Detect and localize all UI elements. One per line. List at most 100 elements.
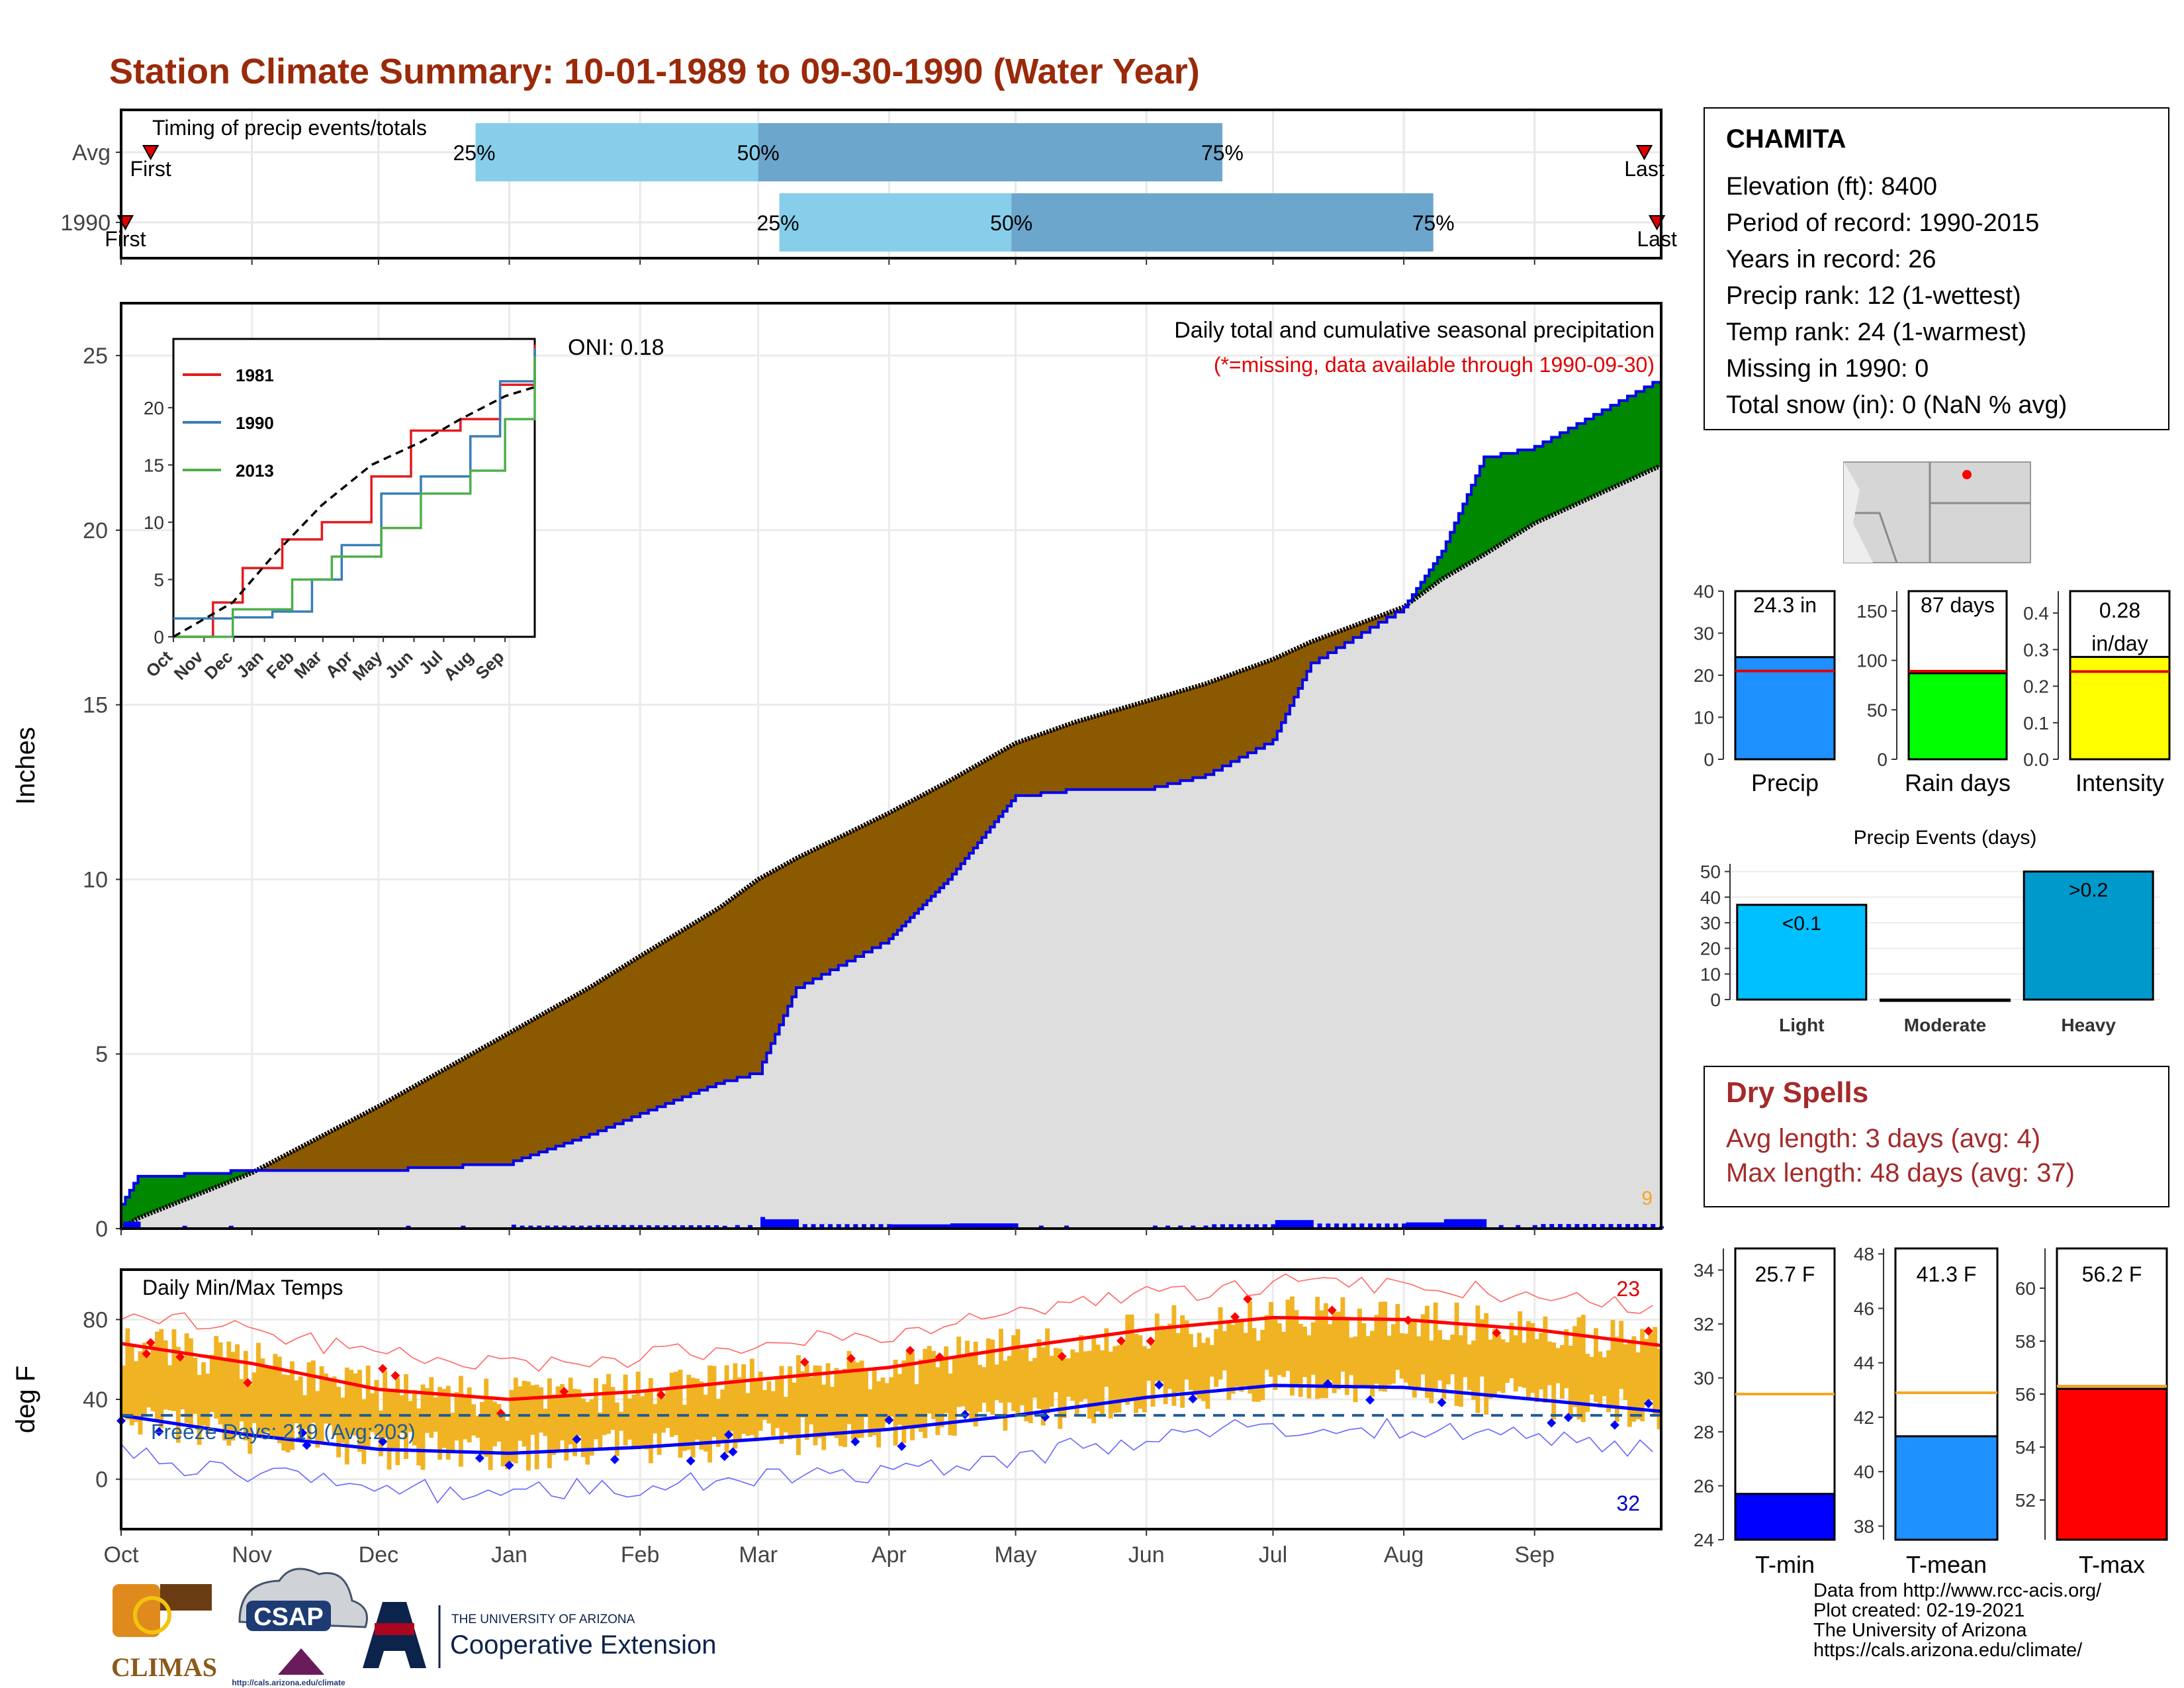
tsum-t-mean-ytick-label: 48 [1854,1244,1874,1264]
precip-daily-bar [1625,1224,1630,1229]
temp-daily-bar [960,1357,966,1407]
precip-daily-bar [976,1223,981,1229]
temp-daily-bar [264,1366,269,1432]
timing-pct-label: 75% [1412,211,1455,235]
precip-daily-bar [933,1224,938,1229]
precip-daily-bar [1292,1220,1297,1229]
temp-frame [120,1268,1662,1530]
timing-bar-50-75 [1011,193,1433,252]
temp-daily-bar [226,1341,232,1446]
temp-daily-bar [1475,1305,1480,1413]
temp-daily-bar [530,1385,535,1435]
temp-daily-bar [539,1387,544,1433]
temp-daily-bar [1374,1315,1379,1384]
timing-last-label: Last [1624,157,1664,181]
precip-daily-bar [773,1219,778,1229]
precip-daily-bar [587,1225,592,1229]
precip-daily-bar [1376,1223,1381,1229]
events-category-label: Moderate [1904,1015,1986,1035]
temp-daily-bar [800,1371,805,1418]
precip-daily-bar [1064,1225,1069,1229]
temp-daily-bar [1598,1351,1603,1408]
precip-daily-bar [705,1225,711,1229]
inset-frame [172,338,536,638]
precip-daily-bar [1583,1224,1588,1229]
tsum-t-max-ytick-label: 60 [2015,1278,2036,1299]
precip-daily-bar [1228,1224,1234,1229]
tsum-t-max-value-bar [2056,1387,2168,1541]
precip-daily-bar [1435,1222,1441,1229]
temp-daily-bar [138,1351,143,1435]
tsum-value-label: 25.7 F [1755,1262,1815,1286]
temp-daily-bar [880,1378,886,1430]
temp-daily-bar [749,1358,754,1435]
dry-spells-avg: Avg length: 3 days (avg: 4) [1726,1124,2041,1153]
precip-daily-bar [878,1224,884,1229]
temp-daily-bar [1450,1335,1455,1375]
precip-ytick-label: 0 [95,1217,108,1242]
temp-daily-bar [1260,1329,1265,1401]
temp-daily-bar [1525,1321,1531,1400]
temp-daily-bar [214,1336,219,1419]
temp-daily-bar [1113,1346,1118,1413]
temp-daily-bar [758,1371,763,1431]
temp-daily-bar [682,1405,687,1451]
temp-daily-bar [319,1366,324,1444]
temp-daily-bar [695,1378,700,1440]
summary-category-label: Intensity [2075,769,2164,796]
temp-daily-bar [475,1415,480,1438]
temp-daily-bar [1083,1351,1088,1399]
temp-daily-bar [269,1367,274,1437]
temp-daily-bar [445,1385,451,1460]
temp-daily-bar [1146,1348,1152,1381]
temp-daily-bar [864,1370,868,1417]
temp-daily-bar [1349,1337,1354,1376]
precip-title: Daily total and cumulative seasonal prec… [1174,318,1655,343]
precip-daily-bar [127,1221,132,1229]
temp-daily-bar [834,1368,839,1438]
temp-daily-bar [150,1344,156,1412]
dry-spells-max: Max length: 48 days (avg: 37) [1726,1158,2075,1188]
month-tick-label: Nov [232,1542,271,1568]
timing-bar-25-50 [779,193,1012,252]
temp-daily-bar [619,1411,624,1431]
temp-daily-bar [598,1412,603,1450]
precip-daily-bar [1013,1223,1019,1229]
credits: Data from http://www.rcc-acis.org/ Plot … [1813,1581,2101,1660]
precip-daily-bar [916,1224,921,1229]
tsum-t-mean-ytick-label: 42 [1854,1407,1874,1428]
precip-ylabel: Inches [11,727,40,805]
temp-daily-bar [230,1352,236,1441]
climas-logo-shape [133,1596,171,1634]
temp-daily-bar [1619,1321,1624,1389]
precip-corner-count: 9 [1641,1188,1653,1209]
precip-daily-bar [1633,1224,1639,1229]
temp-daily-bar [209,1354,214,1412]
temp-daily-bar [1062,1358,1067,1418]
temp-daily-bar [1471,1340,1476,1400]
temp-daily-bar [1167,1323,1172,1389]
precip-daily-bar [811,1224,816,1229]
temp-daily-bar [1555,1348,1561,1383]
precip-daily-bar [1410,1222,1415,1229]
summary-rain-days-ytick-label: 0 [1877,749,1888,770]
summary-bars: 0 10 20 30 40 24.3 in Precip 0 50 100 150 87 days Ra… [1694,581,2171,796]
credit-line: Plot created: 02-19-2021 [1813,1600,2025,1621]
temp-daily-bar [235,1344,240,1434]
temp-record-max-marker [1116,1336,1126,1346]
precip-daily-bar [1220,1224,1225,1229]
precip-daily-bar [887,1224,892,1229]
precip-daily-bar [992,1223,997,1229]
temp-daily-bar [606,1374,612,1434]
temp-daily-bar [1547,1341,1552,1385]
inset-ytick-label: 10 [144,512,164,533]
precip-daily-bar [1152,1225,1158,1229]
temp-daily-bar [1281,1331,1287,1378]
temp-daily-bar [328,1380,333,1426]
tsum-t-mean-ytick-label: 44 [1854,1353,1874,1374]
temp-daily-bar [1644,1338,1649,1402]
temp-daily-bar [889,1377,894,1417]
temp-daily-bar [1226,1322,1232,1400]
precip-daily-bar [946,1224,951,1229]
precip-daily-bar [123,1221,128,1229]
